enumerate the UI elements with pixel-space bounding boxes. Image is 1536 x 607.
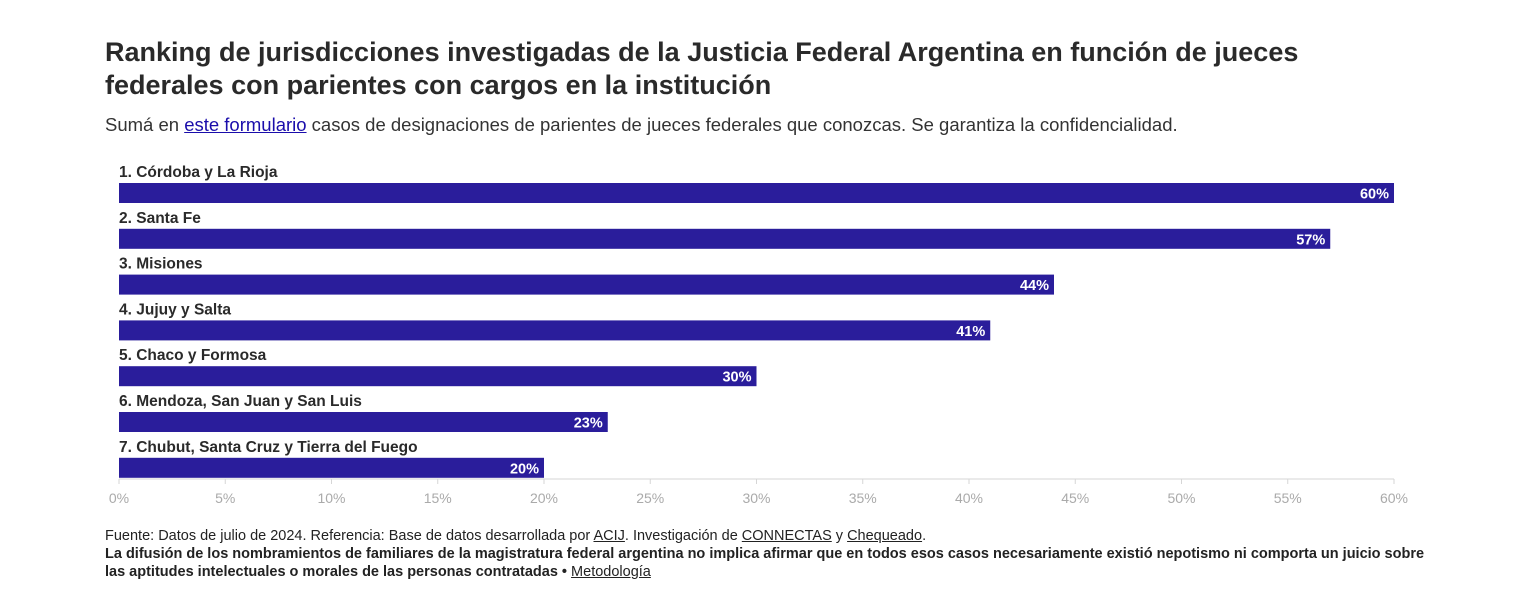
source-line: Fuente: Datos de julio de 2024. Referenc…: [105, 527, 1425, 545]
x-tick-label: 60%: [1380, 490, 1408, 506]
bar: [119, 366, 757, 387]
bar-category-label: 5. Chaco y Formosa: [119, 347, 267, 364]
x-tick-label: 5%: [215, 490, 235, 506]
disclaimer-note: La difusión de los nombramientos de fami…: [105, 545, 1425, 581]
x-tick-label: 30%: [742, 490, 770, 506]
bar: [119, 457, 544, 478]
bar: [119, 228, 1331, 249]
bar-value-label: 30%: [722, 370, 751, 386]
bar-category-label: 1. Córdoba y La Rioja: [119, 164, 278, 181]
x-axis: 0% 5% 10% 15% 20% 25% 30% 35% 40% 45% 50% 55% 60%: [109, 478, 1408, 506]
x-tick-label: 55%: [1274, 490, 1302, 506]
methodology-link[interactable]: Metodología: [571, 564, 651, 580]
subtitle-text-start: Sumá en: [105, 114, 185, 135]
source-text: Fuente: Datos de julio de 2024. Referenc…: [105, 528, 594, 544]
bar-category-label: 7. Chubut, Santa Cruz y Tierra del Fuego: [119, 439, 418, 456]
connectas-link[interactable]: CONNECTAS: [741, 528, 832, 544]
x-tick-label: 35%: [849, 490, 877, 506]
acij-link[interactable]: ACIJ: [593, 528, 625, 544]
chart-subtitle: Sumá en este formulario casos de designa…: [105, 113, 1178, 137]
bar: [119, 320, 991, 341]
x-tick-label: 40%: [955, 490, 983, 506]
form-link[interactable]: este formulario: [184, 114, 307, 135]
disclaimer-text: La difusión de los nombramientos de fami…: [105, 546, 1425, 580]
chart-footer: Fuente: Datos de julio de 2024. Referenc…: [105, 527, 1425, 581]
bar-category-label: 4. Jujuy y Salta: [119, 301, 231, 318]
bar-category-label: 3. Misiones: [119, 256, 203, 273]
bar-value-label: 44%: [1020, 278, 1049, 294]
x-tick-label: 15%: [424, 490, 452, 506]
bar-value-label: 20%: [510, 461, 539, 477]
subtitle-text-end: casos de designaciones de parientes de j…: [306, 114, 1178, 135]
bar-category-label: 6. Mendoza, San Juan y San Luis: [119, 393, 362, 410]
bar-value-label: 57%: [1296, 232, 1325, 248]
source-text-and: y: [831, 528, 848, 544]
disclaimer-separator: •: [557, 564, 572, 580]
x-tick-label: 25%: [636, 490, 664, 506]
chequeado-link[interactable]: Chequeado: [847, 528, 923, 544]
x-tick-label: 20%: [530, 490, 558, 506]
bar-value-label: 60%: [1360, 187, 1389, 203]
bar-category-label: 2. Santa Fe: [119, 210, 201, 227]
bar: [119, 412, 608, 432]
source-text-end: .: [922, 528, 927, 544]
bar: [119, 274, 1054, 295]
x-tick-label: 0%: [109, 490, 129, 506]
bar: [119, 183, 1394, 203]
bar-value-label: 23%: [574, 416, 603, 432]
x-tick-label: 50%: [1167, 490, 1195, 506]
x-tick-label: 10%: [317, 490, 345, 506]
chart-title: Ranking de jurisdicciones investigadas d…: [105, 37, 1299, 100]
source-text-mid: . Investigación de: [624, 528, 742, 544]
bar-chart: 1. Córdoba y La Rioja 60% 2. Santa Fe 57% 3.…: [109, 164, 1408, 506]
bars-layer: 1. Córdoba y La Rioja 60% 2. Santa Fe 57% 3.…: [119, 164, 1394, 478]
bar-value-label: 41%: [956, 324, 985, 340]
x-tick-label: 45%: [1061, 490, 1089, 506]
